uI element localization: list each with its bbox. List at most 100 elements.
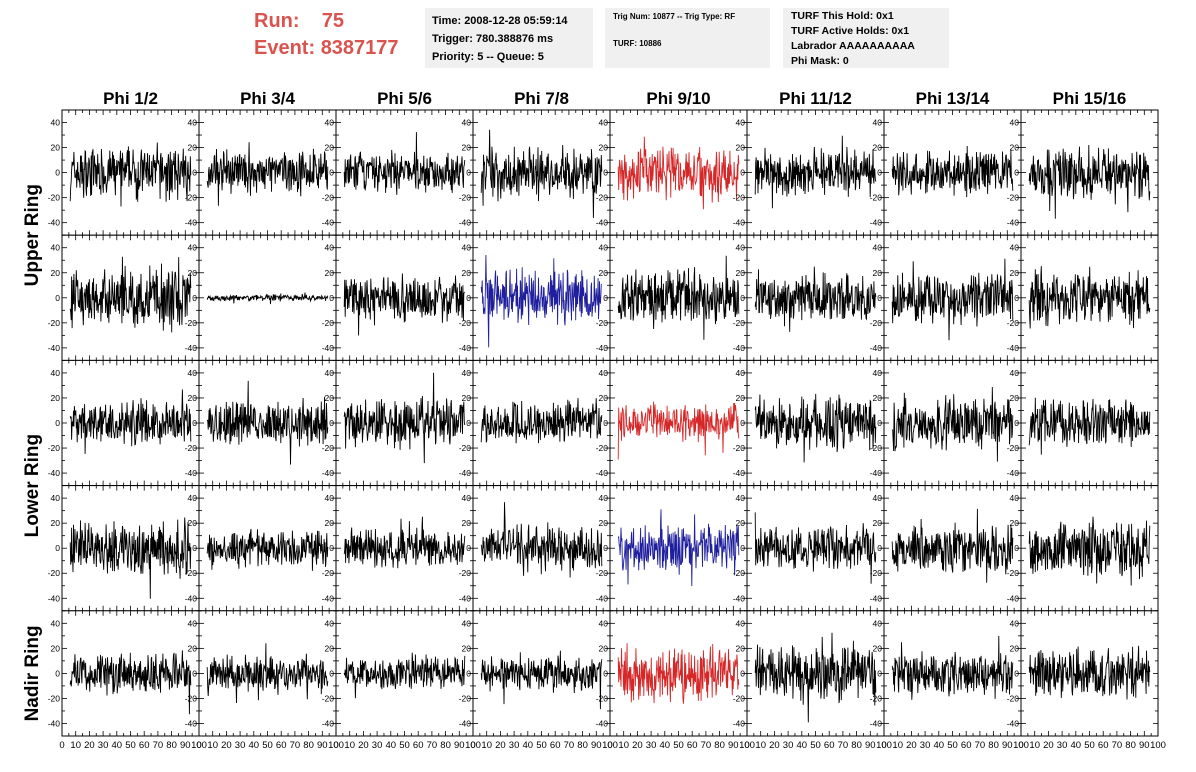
y-tick-label: -20: [870, 693, 883, 703]
waveform-trace: [1028, 645, 1151, 700]
y-tick-label: -20: [185, 318, 198, 328]
x-tick-label: 50: [536, 740, 547, 751]
y-tick-label: 40: [188, 243, 198, 253]
y-tick-label: 20: [188, 268, 198, 278]
y-tick-label: 40: [325, 118, 335, 128]
column-title: Phi 7/8: [514, 89, 569, 108]
waveform-trace: [480, 650, 603, 710]
waveform-panel: -40 -20 0 20 40: [596, 234, 748, 361]
y-tick-label: -20: [733, 193, 746, 203]
y-tick-label: 0: [740, 168, 745, 178]
y-tick-label: 40: [51, 493, 61, 503]
y-tick-label: -20: [1007, 318, 1020, 328]
y-tick-label: 0: [466, 418, 471, 428]
x-tick-label: 0: [744, 740, 749, 751]
waveform-trace: [754, 266, 877, 332]
y-tick-label: 20: [188, 143, 198, 153]
y-tick-label: -20: [322, 318, 335, 328]
x-tick-label: 100: [876, 740, 892, 751]
y-tick-label: 20: [325, 143, 335, 153]
y-tick-label: 0: [1014, 168, 1019, 178]
waveform-panel: -40 -20 0 20 40: [459, 610, 611, 737]
waveform-panel: -40 -20 0 20 40: [1007, 234, 1159, 361]
waveform-trace: [206, 292, 329, 305]
x-tick-label: 0: [1018, 740, 1023, 751]
x-tick-label: 90: [454, 740, 465, 751]
x-tick-label: 10: [70, 740, 81, 751]
y-tick-label: -20: [48, 693, 61, 703]
waveform-panel: -40 -20 0 20 40: [1007, 485, 1159, 612]
y-tick-label: -40: [1007, 218, 1020, 228]
panel-frame: [335, 610, 474, 737]
x-tick-label: 80: [851, 740, 862, 751]
waveform-trace: [343, 132, 466, 195]
x-tick-label: 60: [961, 740, 972, 751]
waveform-trace: [206, 142, 329, 206]
y-tick-label: 40: [873, 118, 883, 128]
x-tick-label: 10: [892, 740, 903, 751]
time-text: Time: 2008-12-28 05:59:14: [432, 15, 568, 27]
waveform-panel: -40 -20 0 20 40: [870, 610, 1022, 737]
turf-this-hold-text: TURF This Hold: 0x1: [791, 10, 894, 22]
x-tick-label: 10: [1029, 740, 1040, 751]
y-tick-label: 40: [1010, 618, 1020, 628]
labrador-text: Labrador AAAAAAAAAA: [791, 40, 915, 52]
y-tick-label: 20: [736, 518, 746, 528]
y-tick-label: 20: [736, 268, 746, 278]
y-tick-label: 20: [1010, 268, 1020, 278]
x-tick-label: 60: [550, 740, 561, 751]
y-tick-label: 20: [736, 393, 746, 403]
y-tick-label: 20: [462, 143, 472, 153]
y-tick-label: -40: [459, 343, 472, 353]
waveform-panel: -40 -20 0 20 40: [322, 610, 474, 737]
y-tick-label: 40: [462, 618, 472, 628]
column-title: Phi 9/10: [646, 89, 710, 108]
y-tick-label: -20: [596, 193, 609, 203]
y-tick-label: -40: [596, 343, 609, 353]
x-tick-label: 40: [249, 740, 260, 751]
y-tick-label: 0: [877, 293, 882, 303]
y-tick-label: 20: [736, 643, 746, 653]
x-tick-label: 80: [303, 740, 314, 751]
y-tick-label: 0: [1014, 418, 1019, 428]
y-tick-label: -20: [596, 568, 609, 578]
x-tick-label: 90: [317, 740, 328, 751]
x-tick-label: 20: [769, 740, 780, 751]
y-tick-label: 0: [192, 668, 197, 678]
x-tick-label: 60: [1098, 740, 1109, 751]
x-tick-label: 50: [947, 740, 958, 751]
waveform-trace: [1028, 397, 1151, 455]
y-tick-label: 0: [466, 293, 471, 303]
waveform-panel: -40 -20 0 20 40: [459, 234, 611, 361]
x-tick-label: 40: [1071, 740, 1082, 751]
x-tick-label: 30: [646, 740, 657, 751]
turf-info-box: TURF This Hold: 0x1 TURF Active Holds: 0…: [783, 8, 949, 68]
waveform-panel: -40 -20 0 20 40: [1007, 610, 1159, 737]
waveform-trace: [69, 389, 192, 454]
column-title: Phi 1/2: [103, 89, 158, 108]
waveform-trace: [1028, 144, 1151, 219]
y-tick-label: -40: [733, 468, 746, 478]
y-tick-label: 0: [1014, 293, 1019, 303]
y-tick-label: -40: [870, 593, 883, 603]
y-tick-label: 0: [740, 418, 745, 428]
y-tick-label: -40: [596, 718, 609, 728]
y-tick-label: 20: [325, 268, 335, 278]
y-tick-label: 0: [603, 418, 608, 428]
y-tick-label: -20: [185, 193, 198, 203]
y-tick-label: 40: [873, 243, 883, 253]
y-tick-label: -40: [1007, 593, 1020, 603]
x-tick-label: 70: [290, 740, 301, 751]
y-tick-label: -20: [1007, 568, 1020, 578]
y-tick-label: 0: [192, 293, 197, 303]
waveform-panel: -40 -20 0 20 40: [596, 359, 748, 487]
y-tick-label: 0: [877, 543, 882, 553]
y-tick-label: 40: [736, 493, 746, 503]
y-tick-label: 0: [740, 293, 745, 303]
y-tick-label: 0: [877, 668, 882, 678]
x-tick-label: 30: [1057, 740, 1068, 751]
run-event-block: Run: 75 Event: 8387177: [254, 8, 399, 62]
y-tick-label: 20: [462, 518, 472, 528]
waveform-panel: -40 -20 0 20 40: [870, 485, 1022, 612]
waveform-panel: -40 -20 0 20 40: [48, 109, 200, 236]
